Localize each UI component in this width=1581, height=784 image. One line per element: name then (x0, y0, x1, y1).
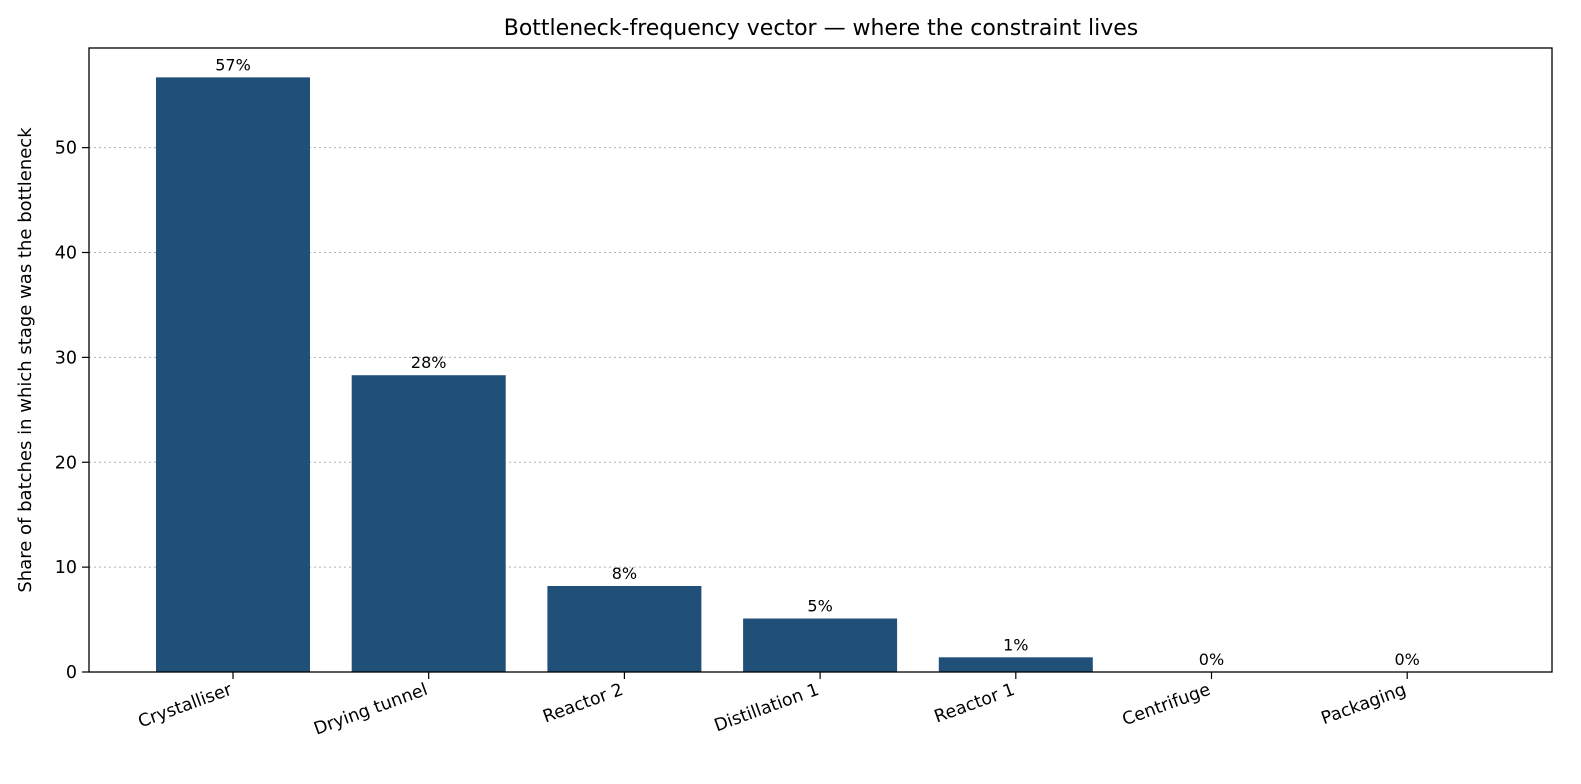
x-tick-label: Drying tunnel (311, 680, 430, 740)
x-axis-ticks: Crystalliser Drying tunnel Reactor 2 Distil… (136, 672, 1409, 740)
x-tick-label: Packaging (1319, 680, 1409, 729)
data-label: 57% (215, 55, 251, 74)
y-tick-label: 10 (55, 558, 77, 578)
bar (743, 618, 898, 672)
data-label: 5% (807, 597, 832, 616)
data-label: 28% (411, 353, 447, 372)
bar (351, 375, 506, 672)
x-tick-label: Centrifuge (1120, 680, 1213, 730)
y-tick-label: 0 (66, 663, 77, 683)
bars (156, 77, 1093, 673)
data-label: 8% (612, 564, 637, 583)
bar (156, 77, 310, 673)
bar (547, 586, 702, 672)
chart-title: Bottleneck-frequency vector — where the … (504, 16, 1139, 41)
x-tick-label: Crystalliser (136, 680, 236, 733)
y-axis-ticks: 0 10 20 30 40 50 (55, 139, 89, 683)
y-tick-label: 20 (55, 453, 77, 473)
data-label: 0% (1395, 650, 1420, 669)
bar (938, 657, 1093, 672)
x-tick-label: Reactor 2 (540, 680, 626, 728)
data-labels: 57% 28% 8% 5% 1% 0% 0% (215, 55, 1420, 669)
y-tick-label: 40 (55, 244, 77, 264)
gridlines (89, 147, 1552, 568)
data-label: 0% (1199, 650, 1224, 669)
x-tick-label: Distillation 1 (712, 680, 822, 736)
y-tick-label: 30 (55, 348, 77, 368)
x-tick-label: Reactor 1 (932, 680, 1018, 728)
y-tick-label: 50 (55, 139, 77, 159)
y-axis-label: Share of batches in which stage was the … (15, 127, 36, 593)
data-label: 1% (1003, 635, 1028, 654)
